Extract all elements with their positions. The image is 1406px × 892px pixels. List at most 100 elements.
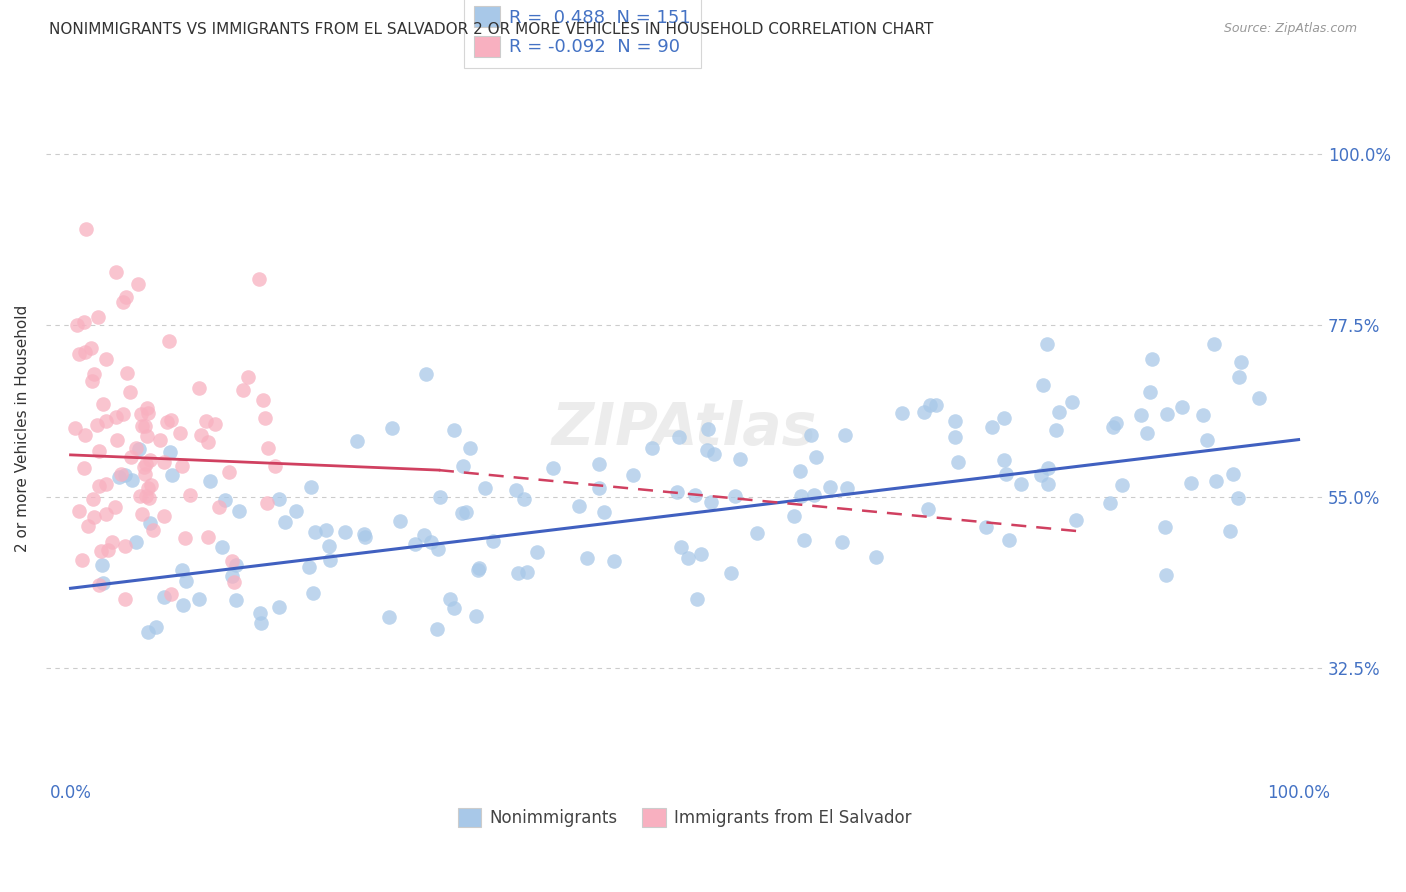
Point	[228, 504, 250, 518]
Point	[179, 488, 201, 502]
Point	[686, 591, 709, 606]
Point	[136, 481, 159, 495]
Point	[142, 523, 165, 537]
Point	[91, 397, 114, 411]
Point	[138, 491, 160, 505]
Point	[346, 434, 368, 449]
Point	[149, 434, 172, 448]
Point	[256, 442, 278, 456]
Point	[917, 502, 939, 516]
Point	[1156, 407, 1178, 421]
Point	[89, 479, 111, 493]
Point	[86, 418, 108, 433]
Point	[264, 459, 287, 474]
Point	[299, 480, 322, 494]
Point	[134, 467, 156, 482]
Point	[943, 430, 966, 444]
Point	[169, 425, 191, 440]
Point	[621, 468, 644, 483]
Point	[1029, 468, 1052, 483]
Point	[451, 459, 474, 474]
Point	[925, 398, 948, 412]
Point	[127, 277, 149, 291]
Point	[668, 430, 690, 444]
Legend: Nonimmigrants, Immigrants from El Salvador: Nonimmigrants, Immigrants from El Salvad…	[451, 801, 918, 834]
Point	[404, 536, 426, 550]
Point	[1219, 524, 1241, 539]
Point	[87, 577, 110, 591]
Point	[429, 491, 451, 505]
Point	[474, 481, 496, 495]
Point	[139, 453, 162, 467]
Point	[1191, 409, 1213, 423]
Point	[426, 622, 449, 636]
Point	[139, 516, 162, 530]
Point	[100, 535, 122, 549]
Point	[890, 405, 912, 419]
Point	[1139, 384, 1161, 399]
Point	[267, 491, 290, 506]
Point	[465, 608, 488, 623]
Point	[111, 295, 134, 310]
Point	[153, 454, 176, 468]
Point	[443, 423, 465, 437]
Point	[104, 500, 127, 514]
Point	[194, 414, 217, 428]
Point	[1032, 378, 1054, 392]
Point	[1140, 352, 1163, 367]
Point	[593, 505, 616, 519]
Point	[134, 419, 156, 434]
Point	[83, 510, 105, 524]
Point	[1227, 369, 1250, 384]
Point	[104, 265, 127, 279]
Point	[200, 474, 222, 488]
Point	[946, 455, 969, 469]
Point	[96, 352, 118, 367]
Point	[389, 515, 412, 529]
Point	[225, 558, 247, 573]
Point	[121, 473, 143, 487]
Point	[75, 345, 97, 359]
Point	[482, 533, 505, 548]
Point	[96, 477, 118, 491]
Point	[134, 459, 156, 474]
Point	[131, 418, 153, 433]
Point	[90, 544, 112, 558]
Point	[467, 561, 489, 575]
Point	[204, 417, 226, 431]
Point	[994, 467, 1017, 482]
Point	[1154, 520, 1177, 534]
Point	[588, 457, 610, 471]
Point	[1098, 496, 1121, 510]
Point	[993, 452, 1015, 467]
Point	[222, 575, 245, 590]
Point	[236, 370, 259, 384]
Point	[912, 405, 935, 419]
Point	[458, 441, 481, 455]
Point	[174, 574, 197, 588]
Point	[835, 481, 858, 495]
Point	[1062, 395, 1084, 409]
Point	[247, 271, 270, 285]
Point	[114, 467, 136, 482]
Point	[138, 624, 160, 639]
Point	[73, 427, 96, 442]
Point	[77, 519, 100, 533]
Point	[170, 459, 193, 474]
Point	[588, 482, 610, 496]
Point	[981, 419, 1004, 434]
Point	[208, 500, 231, 514]
Point	[800, 428, 823, 442]
Point	[676, 551, 699, 566]
Point	[505, 483, 527, 498]
Point	[91, 576, 114, 591]
Point	[252, 393, 274, 408]
Point	[139, 477, 162, 491]
Point	[516, 565, 538, 579]
Point	[1205, 475, 1227, 489]
Point	[118, 384, 141, 399]
Point	[87, 444, 110, 458]
Point	[865, 550, 887, 565]
Point	[353, 526, 375, 541]
Point	[120, 450, 142, 464]
